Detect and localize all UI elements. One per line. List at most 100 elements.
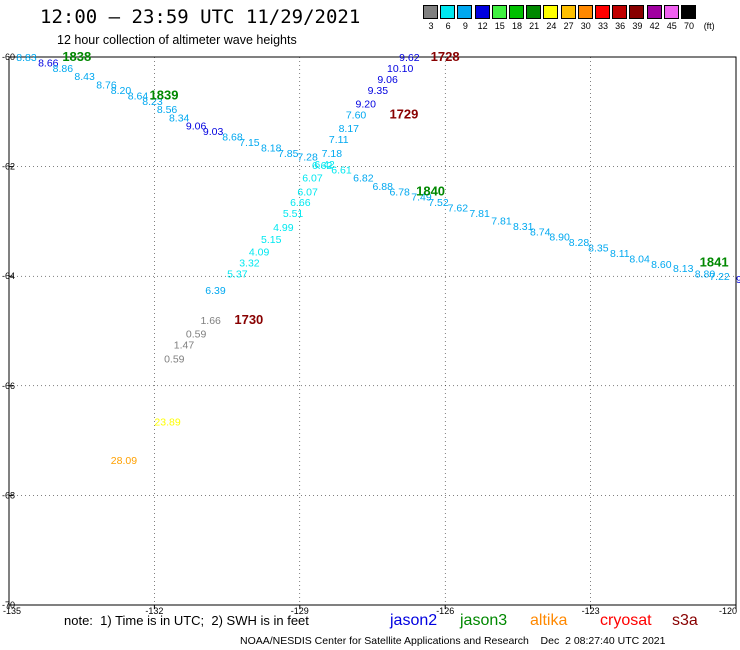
scale-swatch (509, 5, 524, 19)
wave-height-value: 9.03 (203, 126, 224, 138)
scale-swatch (612, 5, 628, 19)
latitude-tick-label: -62 (2, 162, 15, 172)
wave-height-value: 28.09 (111, 455, 137, 467)
wave-height-value: 8.68 (222, 131, 243, 143)
wave-height-value: 8.74 (530, 226, 551, 238)
scale-label: 36 (615, 21, 626, 31)
pass-time-label: 1838 (62, 49, 91, 64)
wave-height-value: 9.06 (377, 74, 398, 86)
scale-swatch (646, 5, 662, 19)
scale-swatch (595, 5, 610, 19)
wave-height-value: 9.06 (186, 121, 207, 133)
wave-height-value: 3.32 (239, 258, 260, 270)
wave-height-value: 10.10 (387, 63, 413, 75)
wave-height-value: 6.07 (297, 186, 318, 198)
wave-height-value: 8.18 (261, 142, 282, 154)
latitude-tick-label: -60 (2, 52, 15, 62)
pass-time-label: 1839 (150, 87, 179, 102)
wave-height-value: 8.83 (16, 52, 37, 64)
pass-time-label: 1729 (389, 107, 418, 122)
scale-swatch (491, 5, 507, 19)
pass-time-label: 1730 (234, 312, 263, 327)
wave-height-value: 8.11 (610, 248, 630, 260)
wave-height-value: 8.60 (651, 259, 672, 271)
wave-height-value: 7.60 (346, 110, 367, 122)
wave-height-value: 7.22 (709, 271, 730, 283)
map-title: 12:00 — 23:59 UTC 11/29/2021 (40, 6, 361, 28)
scale-swatch (457, 5, 473, 19)
longitude-tick-label: -120 (719, 606, 737, 616)
wave-height-value: 23.89 (154, 416, 180, 428)
scale-swatch (681, 5, 696, 19)
scale-swatch (629, 5, 645, 19)
scale-unit: (ft) (703, 21, 715, 31)
scale-swatch (663, 5, 679, 19)
scale-label: 15 (494, 21, 505, 31)
wave-height-value: 7.18 (322, 148, 343, 160)
wave-height-value: 7.81 (469, 208, 490, 220)
longitude-tick-label: -123 (582, 606, 600, 616)
wave-height-value: 8.80 (695, 268, 716, 280)
scale-label: 42 (649, 21, 660, 31)
satellite-legend-item: altika (530, 612, 568, 629)
wave-height-value: 8.34 (169, 112, 190, 124)
scale-swatch (526, 5, 542, 19)
satellite-legend-item: cryosat (600, 612, 652, 629)
latitude-tick-label: -64 (2, 271, 15, 281)
wave-height-value: 5.51 (283, 208, 304, 220)
wave-height-value: 9.35 (368, 85, 389, 97)
wave-height-value: 8.28 (569, 237, 590, 249)
scale-label: 33 (597, 21, 608, 31)
wave-height-value: 6.82 (353, 173, 374, 185)
credit-line: NOAA/NESDIS Center for Satellite Applica… (240, 635, 666, 647)
wave-height-value: 5.15 (261, 234, 282, 246)
scale-swatch (474, 5, 490, 19)
scale-label: 12 (477, 21, 488, 31)
wave-height-value: 6.88 (373, 181, 394, 193)
satellite-legend-item: jason2 (390, 612, 438, 629)
wave-height-value: 9.20 (356, 99, 377, 111)
scale-label: 3 (428, 21, 434, 31)
pass-time-label: 1840 (416, 183, 445, 198)
scale-label: 39 (632, 21, 643, 31)
wave-height-value: 0.59 (164, 353, 185, 365)
scale-label: 30 (580, 21, 591, 31)
latitude-tick-label: -68 (2, 490, 15, 500)
wave-height-value: 7.62 (448, 203, 469, 215)
longitude-tick-label: -126 (436, 606, 454, 616)
scale-swatch (560, 5, 576, 19)
wave-height-value: 6.78 (389, 186, 410, 198)
wave-height-value: 8.35 (588, 243, 609, 255)
pass-time-label: 1728 (431, 49, 460, 64)
scale-label: 9 (462, 21, 468, 31)
longitude-tick-label: -132 (145, 606, 163, 616)
scale-swatch (577, 5, 593, 19)
wave-height-value: 7.49 (411, 192, 432, 204)
wave-height-value: 1.66 (200, 315, 221, 327)
wave-height-value: 8.56 (157, 104, 178, 116)
wave-height-value: 8.04 (629, 254, 650, 266)
wave-height-value: 9.1 (736, 274, 740, 286)
wave-height-value: 8.23 (142, 96, 163, 108)
wave-height-value: 8.64 (128, 90, 149, 102)
scale-label: 6 (445, 21, 451, 31)
wave-height-value: 8.86 (53, 63, 74, 75)
wave-height-value: 8.90 (549, 232, 570, 244)
latitude-tick-label: -66 (2, 381, 15, 391)
wave-height-value: 8.43 (74, 71, 95, 83)
scale-label: 21 (529, 21, 540, 31)
wave-height-value: 7.28 (297, 152, 318, 164)
scale-label: 27 (563, 21, 574, 31)
wave-height-value: 9.62 (399, 52, 420, 64)
latitude-tick-label: -70 (2, 600, 15, 610)
wave-height-value: 6.62 (312, 160, 333, 172)
wave-height-value: 7.52 (428, 197, 449, 209)
scale-swatch (440, 5, 456, 19)
wave-height-value: 8.13 (673, 263, 694, 275)
pass-time-label: 1841 (700, 255, 729, 270)
map-frame (8, 56, 737, 606)
wave-height-value: 8.31 (513, 221, 534, 233)
wave-height-value: 1.47 (174, 340, 195, 352)
wave-height-value: 8.66 (38, 57, 59, 69)
